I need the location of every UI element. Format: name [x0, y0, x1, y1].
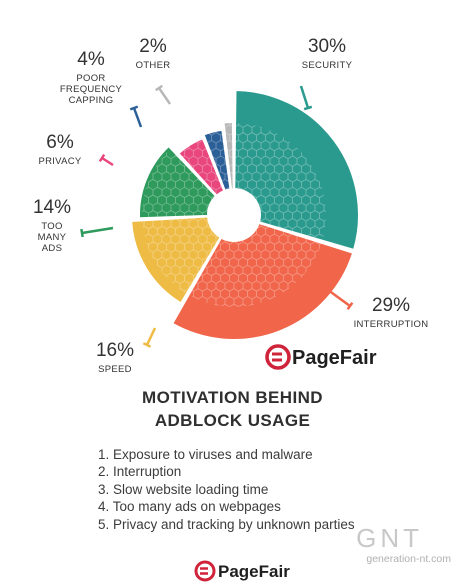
- callout-cap: [80, 228, 84, 238]
- callout-cap: [98, 153, 106, 163]
- pagefair-logo-icon-footer: [194, 560, 216, 582]
- slice-category-label: POOR: [76, 73, 105, 84]
- reason-item: 4. Too many ads on webpages: [98, 499, 281, 515]
- callout-line: [81, 226, 114, 235]
- reason-item: 5. Privacy and tracking by unknown parti…: [98, 516, 355, 532]
- slice-percent-label: 29%: [372, 295, 410, 316]
- callout-line: [132, 107, 143, 128]
- pagefair-footer-text: PageFair: [218, 562, 290, 581]
- callout-cap: [346, 302, 354, 310]
- callout-line: [299, 85, 310, 109]
- slice-category-label: INTERRUPTION: [354, 319, 429, 330]
- slice-callouts: [80, 84, 354, 348]
- gnt-watermark: GNT: [356, 523, 423, 553]
- callout-line: [145, 327, 157, 346]
- chart-title-line-1: MOTIVATION BEHIND: [142, 388, 323, 407]
- slice-percent-label: 16%: [96, 340, 134, 361]
- pagefair-logo-icon: [265, 344, 291, 370]
- donut-hole: [208, 189, 260, 241]
- callout-cap: [142, 342, 152, 348]
- slice-category-label: CAPPING: [69, 95, 114, 106]
- callout-cap: [303, 105, 313, 111]
- callout-line: [327, 288, 351, 308]
- callout-cap: [154, 84, 164, 92]
- chart-title-line-2: ADBLOCK USAGE: [154, 411, 311, 430]
- slice-category-label: TOO: [41, 221, 62, 232]
- slice-category-label: FREQUENCY: [60, 84, 123, 95]
- slice-percent-label: 30%: [308, 36, 346, 57]
- pagefair-logo-footer: PageFair: [194, 560, 290, 582]
- slice-category-label: PRIVACY: [38, 156, 81, 167]
- gnt-watermark-site: generation-nt.com: [366, 553, 451, 565]
- slice-percent-label: 4%: [77, 49, 105, 70]
- reason-item: 2. Interruption: [98, 464, 182, 480]
- pagefair-logo-chart: PageFair: [265, 344, 377, 370]
- slice-percent-label: 6%: [46, 132, 74, 153]
- callout-line: [101, 156, 114, 167]
- slice-category-label: MANY: [38, 232, 67, 243]
- reason-item: 3. Slow website loading time: [98, 481, 269, 497]
- reason-list: 1. Exposure to viruses and malware 2. In…: [98, 446, 355, 533]
- callout-line: [157, 87, 172, 105]
- reason-item: 1. Exposure to viruses and malware: [98, 447, 313, 462]
- slice-category-label: SECURITY: [302, 60, 353, 71]
- pagefair-brand-text: PageFair: [292, 347, 377, 369]
- slice-labels: 30% SECURITY 29% INTERRUPTION 16% SPEED 14% TOO…: [33, 36, 428, 375]
- slice-category-label: SPEED: [98, 364, 132, 375]
- slice-category-label: OTHER: [136, 60, 171, 71]
- slice-percent-label: 14%: [33, 197, 71, 218]
- callout-cap: [129, 105, 139, 111]
- slice-percent-label: 2%: [139, 36, 167, 57]
- slice-category-label: ADS: [42, 243, 62, 254]
